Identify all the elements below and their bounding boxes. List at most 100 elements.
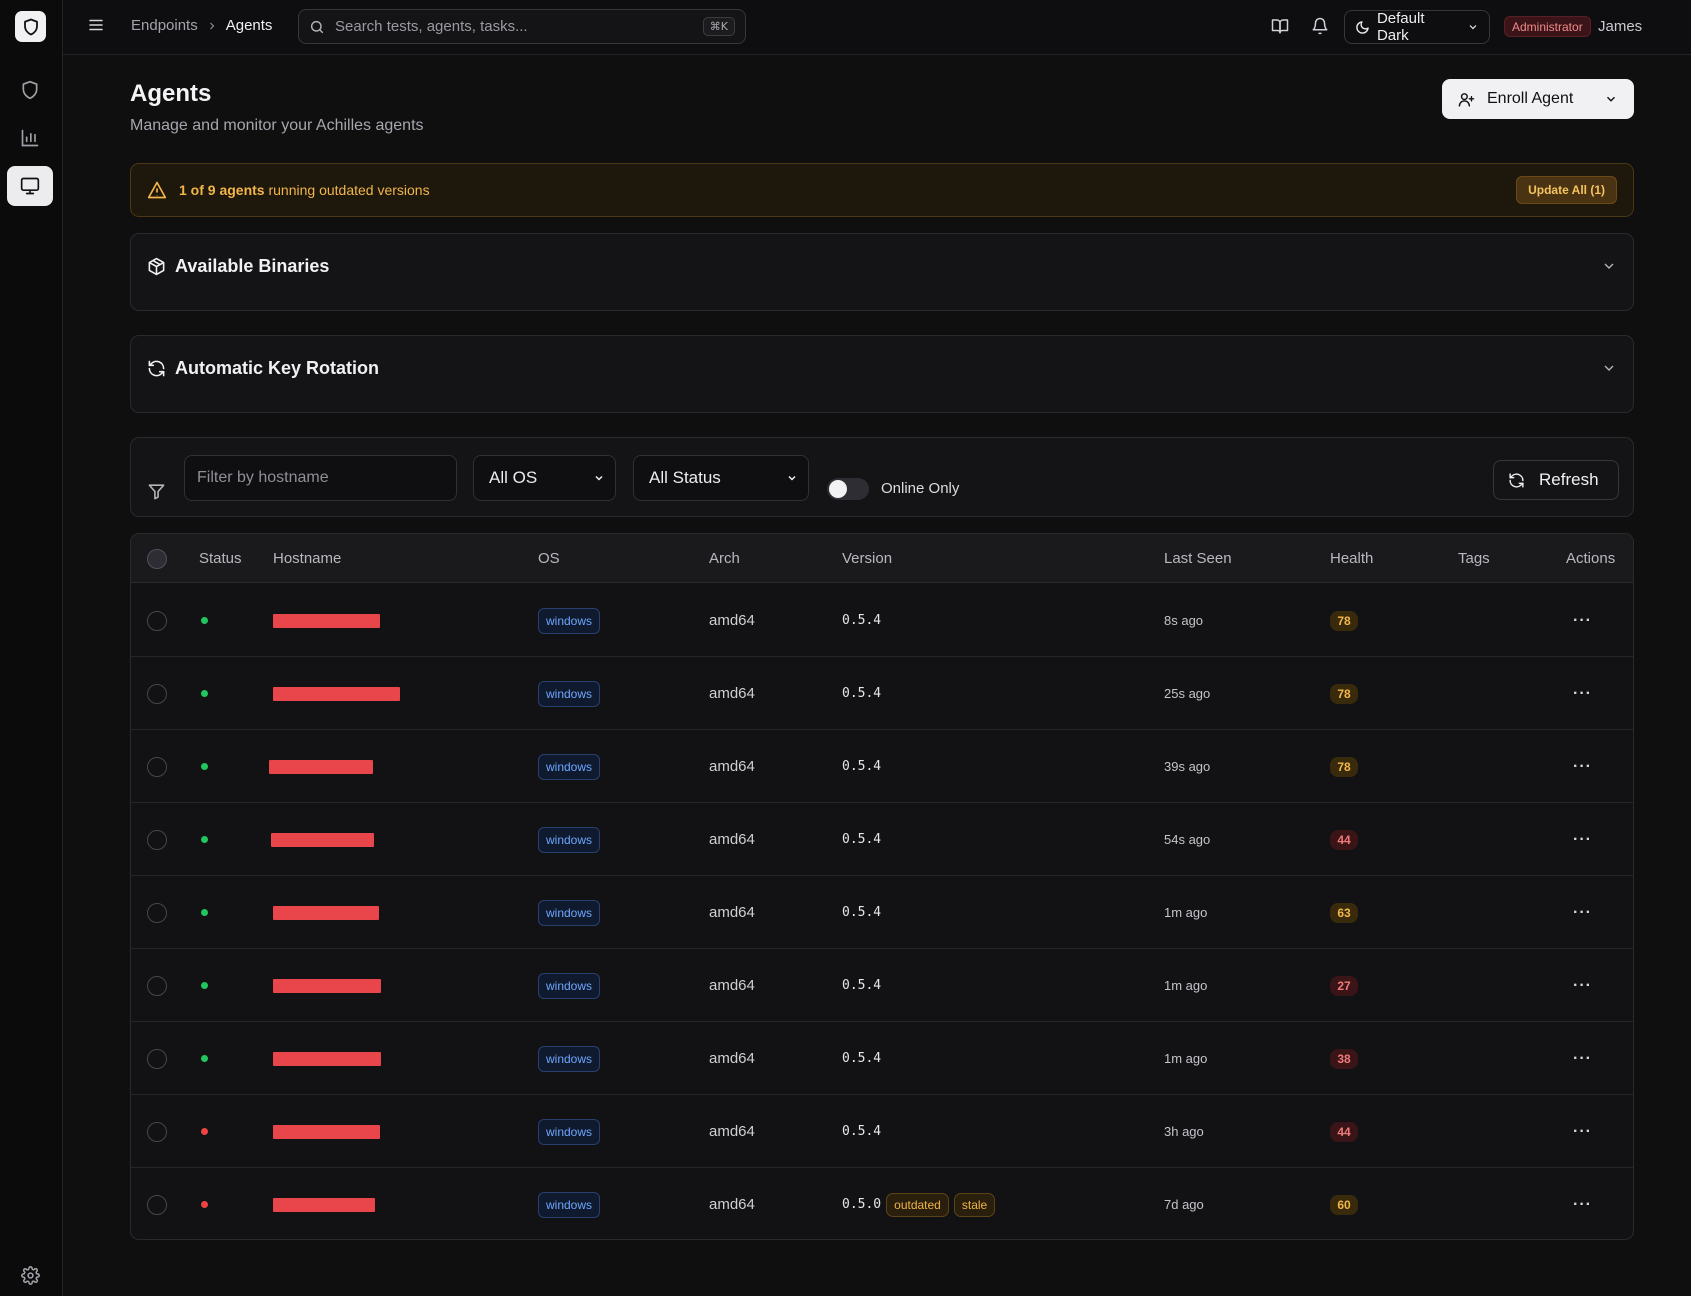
more-actions-icon[interactable]: ··· <box>1573 1122 1592 1140</box>
hostname-cell[interactable] <box>273 1095 380 1168</box>
bell-icon <box>1312 17 1328 35</box>
table-row[interactable]: windows amd64 0.5.4 8s ago 78 ··· <box>131 584 1633 657</box>
table-row[interactable]: windows amd64 0.5.0 outdated stale 7d ago … <box>131 1168 1633 1239</box>
refresh-button[interactable]: Refresh <box>1493 460 1619 500</box>
row-select-cell <box>147 1168 167 1239</box>
more-actions-icon[interactable]: ··· <box>1573 611 1592 629</box>
sidebar-item-endpoints[interactable] <box>7 166 53 206</box>
row-select-checkbox[interactable] <box>147 1121 167 1142</box>
global-search[interactable]: Search tests, agents, tasks... ⌘K <box>298 9 746 44</box>
user-name[interactable]: James <box>1598 18 1643 35</box>
row-select-cell <box>147 1095 167 1168</box>
docs-button[interactable] <box>1271 17 1291 37</box>
more-actions-icon[interactable]: ··· <box>1573 903 1592 921</box>
row-select-cell <box>147 730 167 803</box>
version-value: 0.5.4 <box>842 686 882 701</box>
column-health[interactable]: Health <box>1330 550 1374 567</box>
hostname-filter-input[interactable] <box>184 455 457 501</box>
more-actions-icon[interactable]: ··· <box>1573 1195 1592 1213</box>
table-row[interactable]: windows amd64 0.5.4 3h ago 44 ··· <box>131 1095 1633 1168</box>
update-all-button[interactable]: Update All (1) <box>1516 176 1617 204</box>
column-version[interactable]: Version <box>842 550 893 567</box>
key-rotation-header[interactable]: Automatic Key Rotation <box>131 336 1633 400</box>
os-select[interactable]: All OS <box>473 455 616 501</box>
actions-cell: ··· <box>1573 657 1592 730</box>
app-logo[interactable] <box>15 11 46 42</box>
table-row[interactable]: windows amd64 0.5.4 54s ago 44 ··· <box>131 803 1633 876</box>
status-cell <box>201 657 208 730</box>
sidebar-item-analytics[interactable] <box>7 118 53 158</box>
row-select-checkbox[interactable] <box>147 975 167 996</box>
select-all-checkbox[interactable] <box>147 548 167 569</box>
os-cell: windows <box>538 1168 601 1239</box>
column-hostname[interactable]: Hostname <box>273 550 342 567</box>
hostname-cell[interactable] <box>273 876 379 949</box>
more-actions-icon[interactable]: ··· <box>1573 976 1592 994</box>
hostname-cell[interactable] <box>271 803 374 876</box>
chevron-down-icon[interactable] <box>1601 258 1617 274</box>
row-select-checkbox[interactable] <box>147 1194 167 1215</box>
last-seen-cell: 1m ago <box>1164 1022 1207 1095</box>
theme-selector[interactable]: Default Dark <box>1344 10 1490 44</box>
version-value: 0.5.4 <box>842 905 882 920</box>
status-select[interactable]: All Status <box>633 455 809 501</box>
table-header: Status Hostname OS Arch Version Last See… <box>131 534 1633 583</box>
outdated-alert: 1 of 9 agents running outdated versions … <box>130 163 1634 217</box>
column-status[interactable]: Status <box>199 550 242 567</box>
row-select-checkbox[interactable] <box>147 610 167 631</box>
sidebar-item-tests[interactable] <box>7 70 53 110</box>
hostname-cell[interactable] <box>273 584 380 657</box>
notifications-button[interactable] <box>1311 17 1331 37</box>
hostname-cell[interactable] <box>269 730 373 803</box>
table-row[interactable]: windows amd64 0.5.4 39s ago 78 ··· <box>131 730 1633 803</box>
hostname-cell[interactable] <box>273 1022 381 1095</box>
settings-button[interactable] <box>7 1255 53 1295</box>
status-dot <box>201 763 208 770</box>
row-select-cell <box>147 803 167 876</box>
row-select-checkbox[interactable] <box>147 902 167 923</box>
os-cell: windows <box>538 584 601 657</box>
version-cell: 0.5.4 <box>842 657 881 730</box>
actions-cell: ··· <box>1573 1022 1592 1095</box>
chevron-down-icon <box>788 475 796 481</box>
more-actions-icon[interactable]: ··· <box>1573 1049 1592 1067</box>
hostname-cell[interactable] <box>273 1168 375 1239</box>
row-select-checkbox[interactable] <box>147 1048 167 1069</box>
row-select-checkbox[interactable] <box>147 683 167 704</box>
table-row[interactable]: windows amd64 0.5.4 1m ago 63 ··· <box>131 876 1633 949</box>
health-cell: 44 <box>1330 803 1358 876</box>
last-seen-value: 1m ago <box>1164 978 1208 993</box>
redacted-hostname <box>273 905 379 920</box>
more-actions-icon[interactable]: ··· <box>1573 830 1592 848</box>
alert-rest: running outdated versions <box>264 182 430 198</box>
hostname-cell[interactable] <box>273 657 400 730</box>
breadcrumb-endpoints[interactable]: Endpoints <box>131 17 198 34</box>
available-binaries-header[interactable]: Available Binaries <box>131 234 1633 298</box>
last-seen-value: 3h ago <box>1164 1124 1204 1139</box>
online-only-toggle[interactable] <box>827 478 869 500</box>
redacted-hostname <box>273 1124 380 1139</box>
monitor-icon <box>20 177 40 195</box>
row-select-checkbox[interactable] <box>147 829 167 850</box>
chevron-down-icon[interactable] <box>1601 360 1617 376</box>
column-tags: Tags <box>1458 550 1490 567</box>
column-arch[interactable]: Arch <box>709 550 740 567</box>
row-select-checkbox[interactable] <box>147 756 167 777</box>
table-row[interactable]: windows amd64 0.5.4 25s ago 78 ··· <box>131 657 1633 730</box>
row-select-cell <box>147 584 167 657</box>
enroll-agent-button[interactable]: Enroll Agent <box>1442 79 1634 119</box>
menu-toggle-button[interactable] <box>87 16 109 38</box>
breadcrumb-separator-icon <box>206 20 218 32</box>
hostname-cell[interactable] <box>273 949 381 1022</box>
more-actions-icon[interactable]: ··· <box>1573 684 1592 702</box>
table-row[interactable]: windows amd64 0.5.4 1m ago 27 ··· <box>131 949 1633 1022</box>
chevron-down-icon <box>595 475 603 481</box>
more-actions-icon[interactable]: ··· <box>1573 757 1592 775</box>
table-row[interactable]: windows amd64 0.5.4 1m ago 38 ··· <box>131 1022 1633 1095</box>
last-seen-cell: 54s ago <box>1164 803 1210 876</box>
shield-icon <box>22 80 38 100</box>
status-dot <box>201 836 208 843</box>
column-os[interactable]: OS <box>538 550 560 567</box>
column-last-seen[interactable]: Last Seen <box>1164 550 1232 567</box>
refresh-icon <box>1509 472 1524 488</box>
